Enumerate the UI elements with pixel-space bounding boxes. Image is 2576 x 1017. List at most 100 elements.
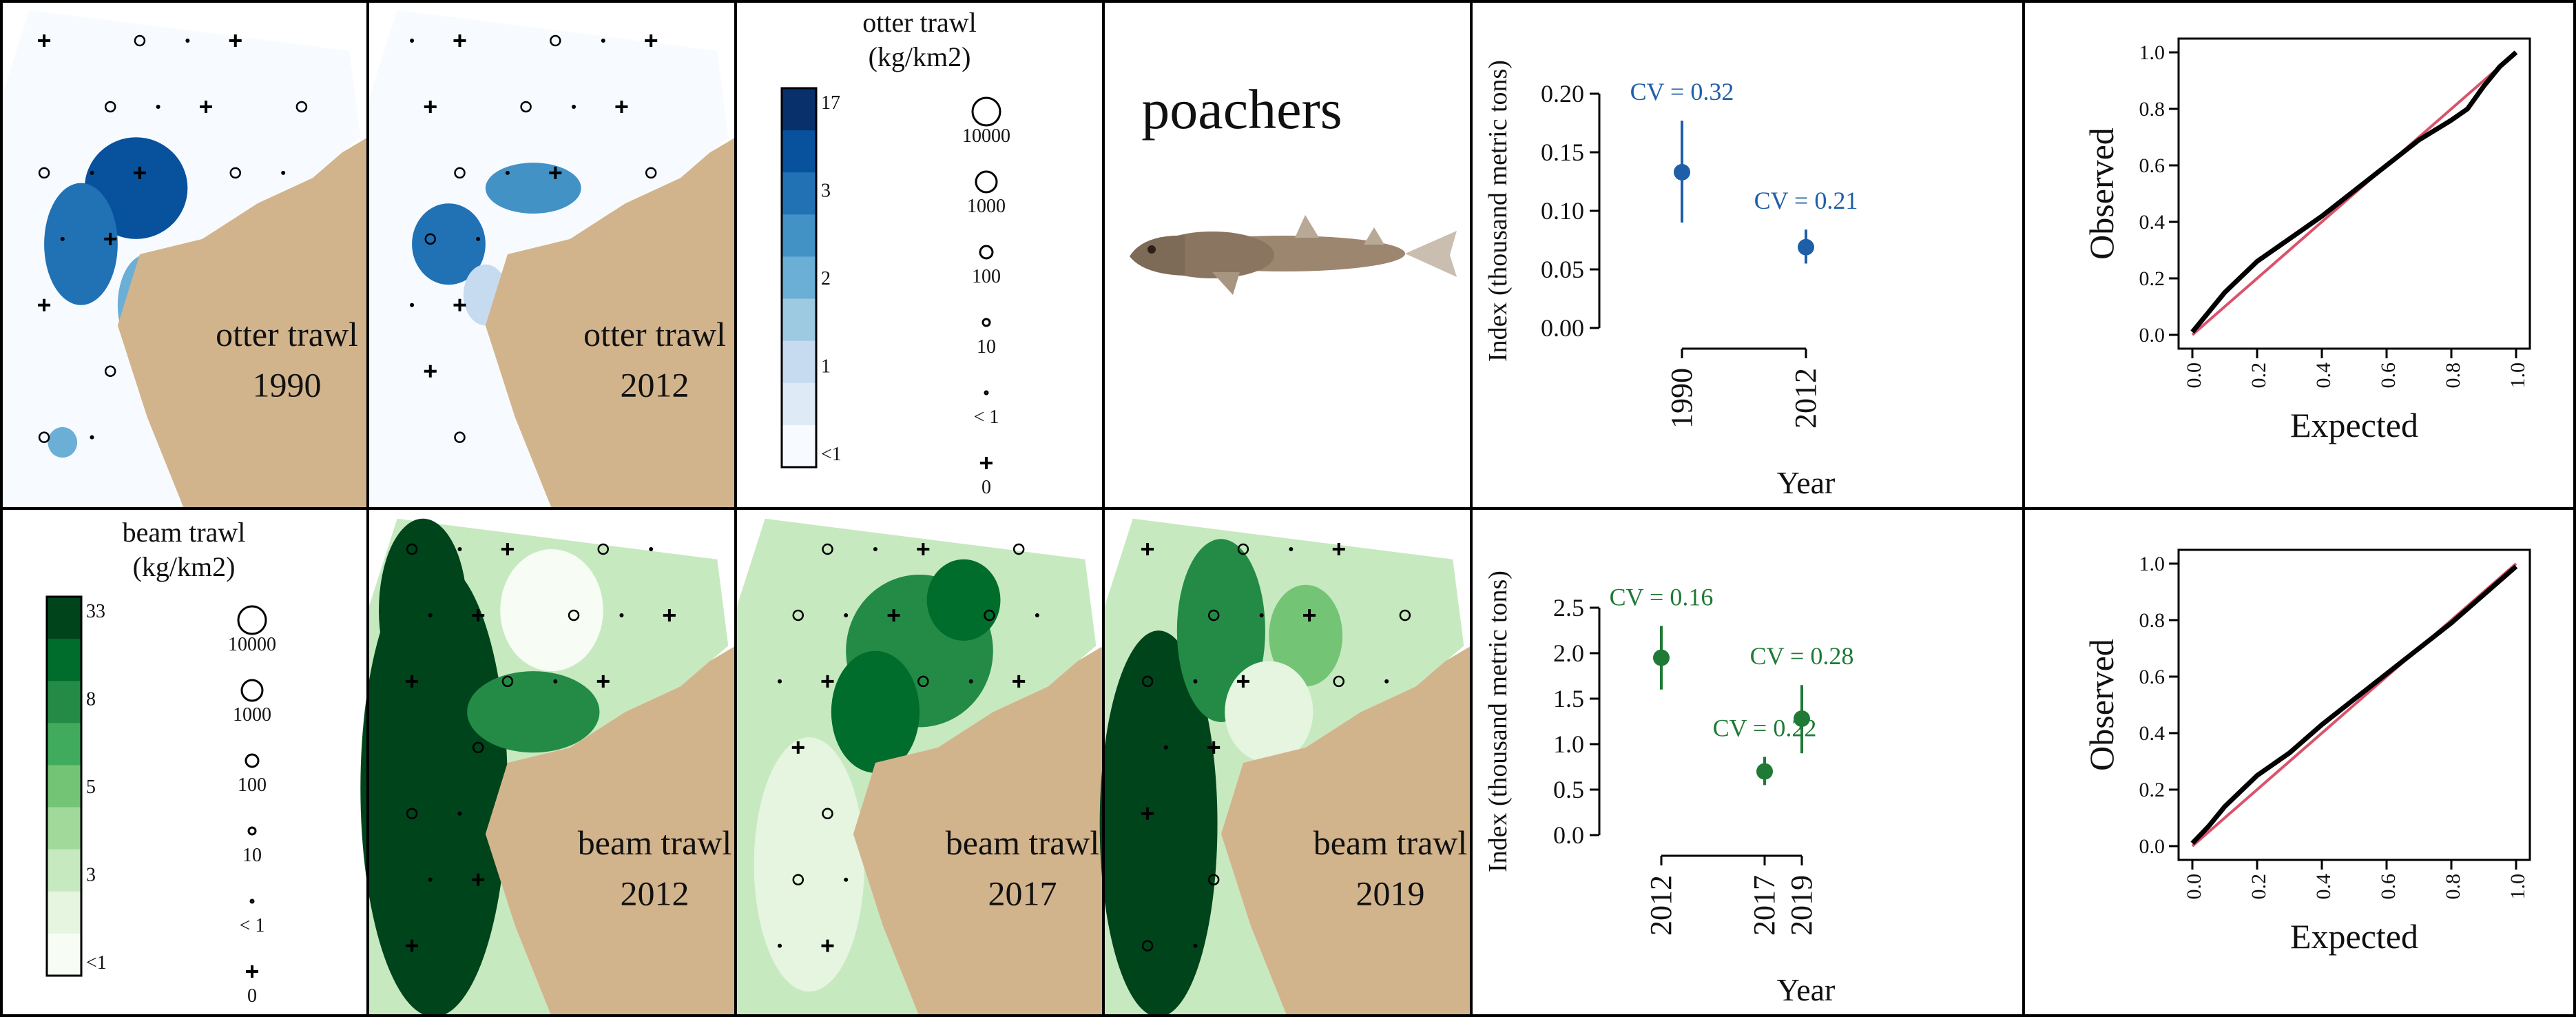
low-catch-marker [428,877,433,882]
low-catch-marker [778,943,782,948]
legend-circle-label: 10000 [962,125,1010,147]
zero-catch-marker [501,543,514,556]
y-tick-label: 0.0 [1553,821,1584,849]
y-tick-label: 0.8 [2139,609,2165,632]
low-catch-marker [1193,943,1198,948]
cv-label: CV = 0.16 [1610,583,1714,610]
legend-circle-label: 10 [242,845,262,866]
data-point [1794,710,1810,728]
map-panel: beam trawl 2019 [1099,518,1471,1017]
zero-catch-marker [453,34,466,48]
catch-marker [38,431,50,443]
legend-bar-frame [45,595,83,977]
catch-marker [1012,543,1025,555]
legend-tick: 5 [86,777,96,798]
map-panel: otter trawl 1990 [0,10,368,508]
map-gear-label: beam trawl [946,823,1100,862]
legend-title: otter trawl [862,7,977,38]
catch-marker [1141,940,1154,952]
catch-marker [472,741,484,754]
index-chart-beam: 0.0 0.5 1.0 1.5 2.0 2.5 Index (thousand metric… [1484,571,1853,1007]
map-panel: beam trawl 2012 [360,518,736,1017]
zero-catch-marker [1141,543,1154,556]
y-tick-label: 1.5 [1553,685,1584,712]
legend-swatch [47,849,81,892]
x-tick-label: 0.4 [2312,874,2335,900]
land-mass [117,137,368,508]
legend-circle [975,170,998,194]
x-axis-label: Year [1777,972,1836,1007]
catch-marker [1237,543,1249,555]
legend-circle [984,390,989,395]
legend-tick: 3 [86,865,96,886]
cv-label: CV = 0.32 [1630,78,1734,105]
land-mass [853,646,1103,1017]
y-tick-label: 0.05 [1541,256,1584,283]
legend-bar-frame [780,87,818,469]
legend-circle-label: 1000 [233,704,271,726]
legend-tick: 2 [821,268,831,289]
x-tick-label: 2017 [1747,875,1781,936]
zero-catch-marker [104,232,117,245]
zero-catch-marker [472,608,485,622]
y-tick-label: 0.5 [1553,776,1584,803]
qq-points [2190,50,2518,334]
legend-swatch [47,681,81,723]
legend-swatch [782,88,816,131]
zero-catch-marker [615,100,628,113]
zero-catch-marker [821,939,834,952]
low-catch-marker [572,104,577,109]
qq-points [2190,564,2518,845]
density-blob [754,737,864,992]
legend-cross [246,965,258,978]
data-point [1756,763,1773,780]
y-tick-label: 0.2 [2139,779,2165,801]
density-blob [48,427,78,458]
x-tick-label: 0.8 [2442,874,2464,900]
low-catch-marker [1163,745,1168,750]
legend-unit: (kg/km2) [869,41,971,72]
data-point [1798,238,1814,256]
density-blob [831,650,920,773]
legend-tick: 1 [821,356,831,378]
zero-catch-marker [1236,675,1249,688]
qq-plot-otter: 0.0 0.0 0.2 0.2 0.4 0.4 0.6 0.6 0.8 0.8 1.0 1.0 Expe… [2082,37,2531,444]
zero-catch-marker [424,364,437,378]
low-catch-marker [619,613,624,617]
low-catch-marker [649,547,654,552]
x-tick-label: 0.0 [2183,874,2205,900]
density-blob [500,549,603,672]
y-tick-label: 1.0 [1553,730,1584,758]
zero-catch-marker [791,741,804,754]
legend-swatch [782,298,816,342]
catch-marker [792,874,804,885]
legend-swatch [782,172,816,215]
y-tick-label: 1.0 [2139,553,2165,575]
land-mass [485,646,736,1017]
zero-catch-marker [453,298,466,311]
sea-region [0,10,361,508]
catch-marker [1399,609,1411,622]
x-axis-label: Expected [2290,917,2418,956]
legend-swatch [47,933,81,976]
y-axis-label: Index (thousand metric tons) [1484,571,1513,872]
catch-marker [454,431,466,443]
legend-tick: 8 [86,689,96,710]
zero-catch-marker [596,675,610,688]
zero-catch-marker [549,166,562,179]
x-tick-label: 0.2 [2247,874,2270,900]
x-axis-label: Expected [2290,406,2418,444]
legend-circle [979,245,994,260]
low-catch-marker [778,679,782,684]
y-tick-label: 0.0 [2139,324,2165,347]
density-blob [926,559,1001,641]
low-catch-marker [601,39,605,43]
legend-circle [247,826,257,836]
density-blob [1225,661,1313,763]
cv-label: CV = 0.21 [1754,187,1858,214]
y-tick-label: 0.00 [1541,314,1584,342]
qq-plot-beam: 0.0 0.0 0.2 0.2 0.4 0.4 0.6 0.6 0.8 0.8 1.0 1.0 Expe… [2082,548,2531,956]
x-tick-label: 1.0 [2506,874,2529,900]
catch-marker [501,675,514,688]
map-gear-label: beam trawl [1313,823,1468,862]
